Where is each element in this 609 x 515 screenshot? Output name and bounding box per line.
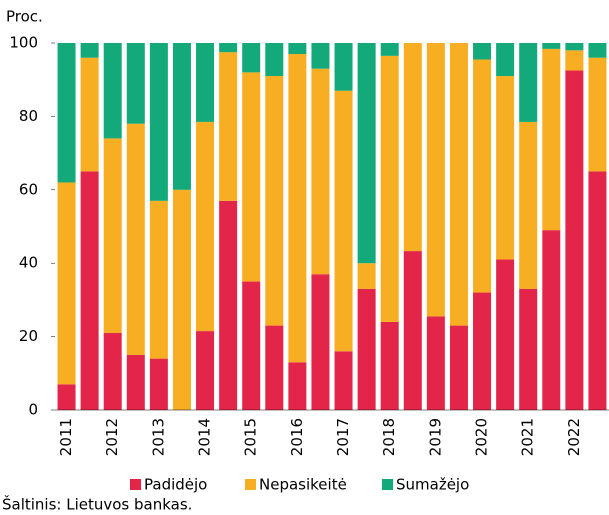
bar-segment xyxy=(496,43,515,77)
bar-segment xyxy=(588,57,607,172)
x-tick-label: 2011 xyxy=(57,418,75,456)
bar-segment xyxy=(242,43,261,73)
bar-segment xyxy=(219,43,238,53)
x-tick-label: 2013 xyxy=(149,418,167,456)
legend-label: Nepasikeitė xyxy=(259,476,347,494)
x-tick-label: 2016 xyxy=(288,418,306,456)
bar-segment xyxy=(80,171,99,410)
y-tick-label: 20 xyxy=(19,327,38,345)
bar-segment xyxy=(449,325,468,410)
y-tick-label: 100 xyxy=(9,34,38,52)
y-tick-label: 60 xyxy=(19,180,38,198)
x-tick-label: 2019 xyxy=(426,418,444,456)
bar-segment xyxy=(334,90,353,352)
legend-swatch xyxy=(382,479,393,490)
bar-segment xyxy=(519,288,538,410)
bar-segment xyxy=(473,59,492,293)
bar-segment xyxy=(126,43,145,124)
bar-segment xyxy=(519,43,538,122)
bar-segment xyxy=(426,316,445,410)
x-tick-label: 2022 xyxy=(565,418,583,456)
bar-segment xyxy=(426,43,445,317)
bar-segment xyxy=(80,43,99,58)
bar-segment xyxy=(288,54,307,363)
bar-segment xyxy=(265,43,284,77)
x-tick-label: 2018 xyxy=(380,418,398,456)
bar-segment xyxy=(473,43,492,60)
x-tick-label: 2012 xyxy=(103,418,121,456)
bar-segment xyxy=(126,354,145,410)
x-tick-label: 2015 xyxy=(242,418,260,456)
bar-segment xyxy=(288,43,307,55)
legend-swatch xyxy=(245,479,256,490)
bar-segment xyxy=(496,259,515,410)
bar-segment xyxy=(103,43,122,139)
bar-segment xyxy=(357,288,376,410)
bar-segment xyxy=(265,76,284,326)
legend-label: Padidėjo xyxy=(144,476,207,494)
bar-segment xyxy=(542,43,561,49)
y-tick-label: 40 xyxy=(19,254,38,272)
source: Šaltinis: Lietuvos bankas. xyxy=(2,495,192,514)
bar-segment xyxy=(196,331,215,410)
bar-segment xyxy=(126,123,145,355)
bar-segment xyxy=(311,43,330,69)
bar-segment xyxy=(403,251,422,410)
bar-segment xyxy=(57,384,76,410)
bar-segment xyxy=(542,48,561,231)
bar-segment xyxy=(565,43,584,51)
bar-segment xyxy=(80,57,99,172)
bar-segment xyxy=(588,171,607,410)
bar-segment xyxy=(196,121,215,332)
bar-segment xyxy=(357,43,376,264)
x-tick-label: 2021 xyxy=(519,418,537,456)
bar-segment xyxy=(242,72,261,282)
legend-label: Sumažėjo xyxy=(396,476,469,494)
bar-segment xyxy=(380,321,399,410)
bar-segment xyxy=(265,325,284,410)
bar-segment xyxy=(449,43,468,326)
bar-segment xyxy=(219,52,238,201)
y-tick-label: 80 xyxy=(19,107,38,125)
legend-swatch xyxy=(130,479,141,490)
bar-segment xyxy=(149,358,168,410)
bar-segment xyxy=(334,43,353,91)
y-axis-label: Proc. xyxy=(6,8,43,26)
bar-segment xyxy=(57,43,76,183)
bar-segment xyxy=(473,292,492,410)
bar-segment xyxy=(380,43,399,56)
bar-segment xyxy=(196,43,215,122)
x-tick-label: 2014 xyxy=(196,418,214,456)
bar-segment xyxy=(288,362,307,410)
x-tick-label: 2017 xyxy=(334,418,352,456)
bar-segment xyxy=(565,50,584,71)
bar-segment xyxy=(103,138,122,333)
bar-segment xyxy=(519,121,538,289)
bar-segment xyxy=(542,230,561,410)
bar-segment xyxy=(357,263,376,289)
bar-segment xyxy=(496,76,515,260)
bar-segment xyxy=(403,43,422,252)
bar-segment xyxy=(219,200,238,410)
bar-segment xyxy=(242,281,261,410)
bar-segment xyxy=(57,182,76,385)
bar-segment xyxy=(172,43,191,190)
bar-segment xyxy=(149,43,168,201)
bar-segment xyxy=(103,332,122,410)
bar-segment xyxy=(380,55,399,322)
bar-segment xyxy=(172,189,191,410)
bar-segment xyxy=(588,43,607,58)
bar-segment xyxy=(311,68,330,275)
bar-segment xyxy=(149,200,168,359)
bar-segment xyxy=(565,70,584,411)
y-tick-label: 0 xyxy=(28,401,38,419)
bar-segment xyxy=(334,351,353,410)
bar-segment xyxy=(311,274,330,410)
x-tick-label: 2020 xyxy=(473,418,491,456)
